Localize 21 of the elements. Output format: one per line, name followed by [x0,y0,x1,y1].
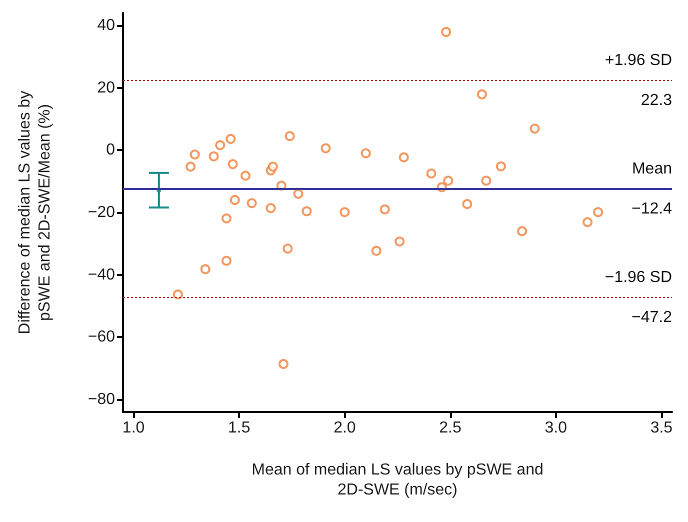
annotation: 22.3 [640,92,672,110]
y-tick-label: 40 [97,16,116,34]
y-tick-label: −20 [88,204,116,221]
annotation: −12.4 [632,200,672,218]
ref-line-label: −1.96 SD [604,268,672,286]
x-tick-label: 3.0 [544,420,568,436]
y-tick-label: −60 [88,328,116,346]
ref-line-label: +1.96 SD [604,52,672,70]
y-tick-label: −80 [88,391,116,408]
x-tick-label: 2.0 [334,420,356,436]
x-tick-label: 1.0 [122,420,145,436]
x-tick-label: 3.5 [650,420,673,436]
y-tick-label: 0 [106,142,116,159]
x-tick-label: 2.5 [439,420,462,436]
ref-line-label: Mean [632,160,672,178]
y-tick-label: −40 [88,266,116,284]
annotation: −47.2 [632,308,672,326]
x-tick-label: 1.5 [228,420,250,436]
x-axis-title: Mean of median LS values by pSWE and 2D-SWE (m/sec) [252,462,544,498]
y-tick-label: 20 [97,79,116,96]
y-axis-title: Difference of median LS values by pSWE and 2D-SWE/Mean (%) [16,90,54,334]
